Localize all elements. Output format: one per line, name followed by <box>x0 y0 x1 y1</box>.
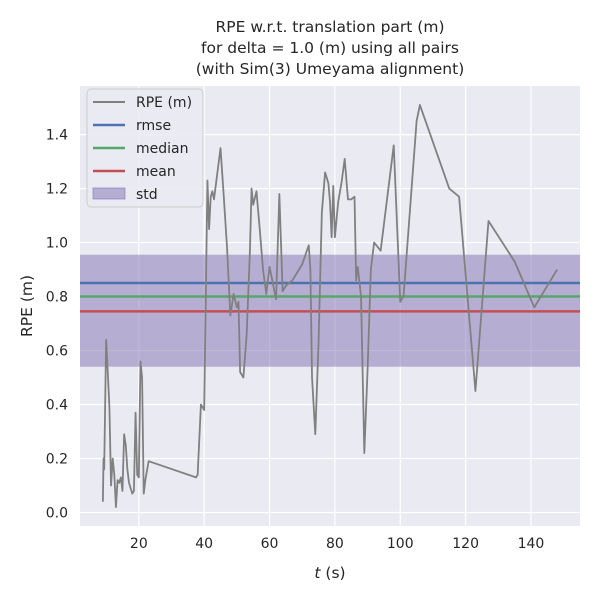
x-tick-label: 80 <box>326 536 344 552</box>
legend-label-median: median <box>136 141 188 157</box>
y-axis-label: RPE (m) <box>18 275 36 337</box>
x-axis-ticks: 20 40 60 80 100 120 140 <box>130 536 544 552</box>
y-tick-label: 1.4 <box>46 128 68 144</box>
y-tick-label: 0.6 <box>46 344 68 360</box>
legend-label-rpe: RPE (m) <box>136 95 192 111</box>
y-tick-label: 0.4 <box>46 398 68 414</box>
legend-box <box>86 88 204 208</box>
x-tick-label: 120 <box>452 536 479 552</box>
x-tick-label: 20 <box>130 536 148 552</box>
legend-label-rmse: rmse <box>136 118 171 134</box>
chart-title-line-1: RPE w.r.t. translation part (m) <box>215 18 444 36</box>
x-tick-label: 100 <box>387 536 414 552</box>
legend-label-std: std <box>136 187 158 203</box>
x-tick-label: 40 <box>195 536 213 552</box>
legend: RPE (m) rmse median mean std <box>86 88 204 208</box>
legend-label-mean: mean <box>136 164 176 180</box>
chart-title-line-2: for delta = 1.0 (m) using all pairs <box>201 39 459 57</box>
y-tick-label: 0.8 <box>46 290 68 306</box>
y-tick-label: 0.0 <box>46 506 68 522</box>
chart-title-line-3: (with Sim(3) Umeyama alignment) <box>196 60 465 78</box>
rpe-series-line <box>101 104 558 508</box>
x-tick-label: 140 <box>518 536 545 552</box>
y-tick-label: 1.0 <box>46 236 68 252</box>
y-tick-label: 1.2 <box>46 182 68 198</box>
y-axis-ticks: 0.0 0.2 0.4 0.6 0.8 1.0 1.2 1.4 <box>46 128 68 522</box>
legend-swatch-std <box>92 187 126 200</box>
y-tick-label: 0.2 <box>46 452 68 468</box>
x-axis-label: t (s) <box>314 564 345 582</box>
x-tick-label: 60 <box>261 536 279 552</box>
